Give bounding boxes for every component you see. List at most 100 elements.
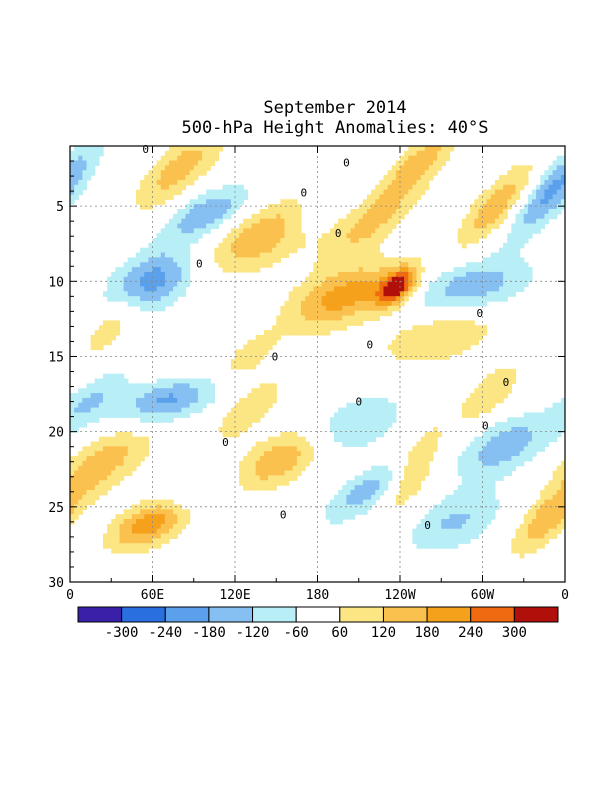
- anomaly-cell: [78, 397, 83, 404]
- anomaly-cell: [552, 170, 558, 176]
- anomaly-cell: [420, 475, 426, 481]
- anomaly-cell: [552, 422, 558, 428]
- anomaly-cell: [350, 407, 356, 414]
- anomaly-cell: [375, 184, 380, 191]
- anomaly-cell: [367, 310, 372, 317]
- anomaly-cell: [329, 267, 335, 273]
- anomaly-cell: [131, 514, 137, 520]
- anomaly-cell: [358, 204, 364, 210]
- anomaly-cell: [445, 296, 451, 302]
- anomaly-cell: [181, 286, 187, 292]
- anomaly-cell: [90, 446, 96, 452]
- anomaly-cell: [486, 296, 492, 302]
- anomaly-cell: [560, 485, 565, 491]
- anomaly-cell: [284, 233, 290, 239]
- zero-contour-label: 0: [272, 350, 279, 363]
- anomaly-cell: [494, 218, 500, 225]
- anomaly-cell: [433, 165, 438, 171]
- anomaly-cell: [148, 519, 154, 525]
- anomaly-cell: [164, 194, 170, 200]
- anomaly-cell: [342, 286, 347, 292]
- anomaly-cell: [350, 310, 356, 317]
- anomaly-cell: [144, 281, 149, 288]
- anomaly-cell: [218, 199, 224, 205]
- anomaly-cell: [177, 383, 182, 389]
- anomaly-cell: [103, 412, 108, 418]
- anomaly-cell: [301, 233, 306, 239]
- anomaly-cell: [379, 480, 385, 486]
- anomaly-cell: [379, 194, 385, 200]
- anomaly-cell: [74, 456, 79, 462]
- anomaly-cell: [185, 165, 191, 171]
- anomaly-cell: [474, 475, 479, 481]
- anomaly-cell: [115, 291, 121, 297]
- anomaly-cell: [544, 199, 550, 205]
- anomaly-cell: [494, 451, 500, 457]
- anomaly-cell: [111, 393, 116, 399]
- anomaly-cell: [148, 267, 154, 273]
- anomaly-cell: [507, 233, 512, 239]
- anomaly-cell: [226, 238, 232, 244]
- anomaly-cell: [334, 310, 339, 317]
- anomaly-cell: [82, 460, 88, 467]
- anomaly-cell: [486, 204, 492, 210]
- anomaly-cell: [148, 407, 154, 414]
- anomaly-cell: [296, 436, 302, 443]
- anomaly-cell: [74, 489, 79, 496]
- anomaly-cell: [259, 451, 265, 457]
- anomaly-cell: [119, 475, 125, 481]
- anomaly-cell: [276, 223, 281, 229]
- anomaly-cell: [428, 170, 434, 176]
- anomaly-cell: [515, 538, 521, 544]
- anomaly-cell: [98, 325, 104, 331]
- anomaly-cell: [527, 165, 533, 171]
- anomaly-cell: [358, 257, 364, 263]
- anomaly-cell: [181, 252, 187, 259]
- anomaly-cell: [453, 276, 459, 283]
- anomaly-cell: [338, 242, 343, 249]
- anomaly-cell: [420, 175, 426, 181]
- anomaly-cell: [284, 456, 290, 462]
- anomaly-cell: [301, 436, 306, 443]
- anomaly-cell: [395, 267, 401, 273]
- anomaly-cell: [503, 175, 508, 181]
- anomaly-cell: [119, 296, 125, 302]
- anomaly-cell: [367, 194, 372, 200]
- anomaly-cell: [94, 446, 100, 452]
- anomaly-cell: [433, 286, 438, 292]
- anomaly-cell: [272, 208, 277, 215]
- anomaly-cell: [94, 441, 100, 447]
- anomaly-cell: [494, 208, 500, 215]
- anomaly-cell: [400, 204, 405, 210]
- anomaly-cell: [354, 417, 360, 423]
- anomaly-cell: [379, 199, 385, 205]
- anomaly-cell: [164, 523, 170, 530]
- anomaly-cell: [544, 436, 550, 443]
- anomaly-cell: [362, 281, 368, 288]
- anomaly-cell: [177, 504, 182, 510]
- anomaly-cell: [189, 218, 195, 225]
- anomaly-cell: [136, 281, 141, 288]
- anomaly-cell: [375, 233, 380, 239]
- anomaly-cell: [107, 528, 112, 535]
- anomaly-cell: [503, 426, 508, 433]
- anomaly-cell: [74, 480, 79, 486]
- anomaly-cell: [478, 397, 484, 404]
- anomaly-cell: [334, 262, 339, 268]
- anomaly-cell: [412, 150, 418, 157]
- anomaly-cell: [169, 412, 174, 418]
- anomaly-cell: [416, 446, 422, 452]
- anomaly-cell: [474, 451, 479, 457]
- anomaly-cell: [433, 431, 438, 438]
- anomaly-cell: [210, 146, 215, 152]
- anomaly-cell: [544, 208, 550, 215]
- anomaly-cell: [404, 281, 409, 288]
- anomaly-cell: [400, 494, 405, 501]
- anomaly-cell: [301, 451, 306, 457]
- anomaly-cell: [441, 504, 446, 510]
- anomaly-cell: [280, 223, 286, 229]
- anomaly-cell: [511, 446, 517, 452]
- anomaly-cell: [243, 407, 248, 414]
- anomaly-cell: [490, 296, 496, 302]
- anomaly-cell: [272, 218, 277, 225]
